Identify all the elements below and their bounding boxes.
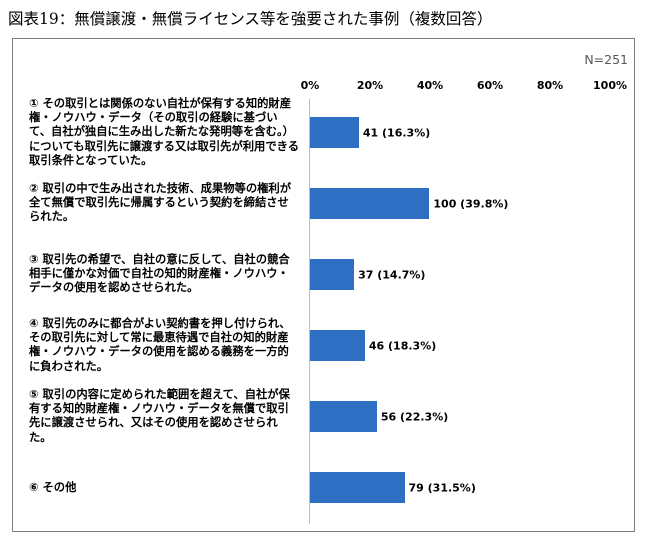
x-tick-label: 40%	[416, 79, 444, 92]
x-tick-label: 60%	[476, 79, 504, 92]
category-label: ① その取引とは関係のない自社が保有する知的財産権・ノウハウ・データ（その取引の…	[29, 97, 299, 167]
bar	[310, 472, 405, 503]
data-label: 41 (16.3%)	[362, 126, 431, 139]
bar	[310, 259, 355, 290]
category-label: ⑥ その他	[29, 480, 77, 494]
chart-frame: N=251 0% 20% 40% 60% 80% 100% ① その取引とは関係のない自社が…	[12, 38, 635, 532]
page-title: 図表19：無償譲渡・無償ライセンス等を強要された事例（複数回答）	[8, 10, 493, 28]
bar	[310, 401, 377, 432]
bar	[310, 188, 430, 219]
data-label: 100 (39.8%)	[433, 197, 509, 210]
data-label: 37 (14.7%)	[358, 268, 426, 281]
bar	[310, 330, 365, 361]
x-tick-label: 0%	[300, 79, 320, 92]
category-label: ④ 取引先のみに都合がよい契約書を押し付けられ、その取引先に対して常に最恵待遇で…	[29, 317, 291, 373]
x-tick-label: 20%	[356, 79, 384, 92]
category-label: ③ 取引先の希望で、自社の意に反して、自社の競合相手に僅かな対価で自社の知的財産…	[29, 253, 290, 295]
sample-size-label: N=251	[584, 52, 628, 67]
x-tick-label: 80%	[536, 79, 564, 92]
data-label: 46 (18.3%)	[368, 339, 437, 352]
category-label: ② 取引の中で生み出された技術、成果物等の権利が全て無償で取引先に帰属するという…	[29, 182, 292, 224]
x-tick-label: 100%	[593, 79, 627, 92]
data-label: 56 (22.3%)	[380, 410, 449, 423]
axis-line	[309, 99, 310, 524]
bar	[310, 117, 359, 148]
data-label: 79 (31.5%)	[408, 481, 476, 494]
category-label: ⑤ 取引の内容に定められた範囲を超えて、自社が保有する知的財産権・ノウハウ・デー…	[29, 388, 290, 444]
